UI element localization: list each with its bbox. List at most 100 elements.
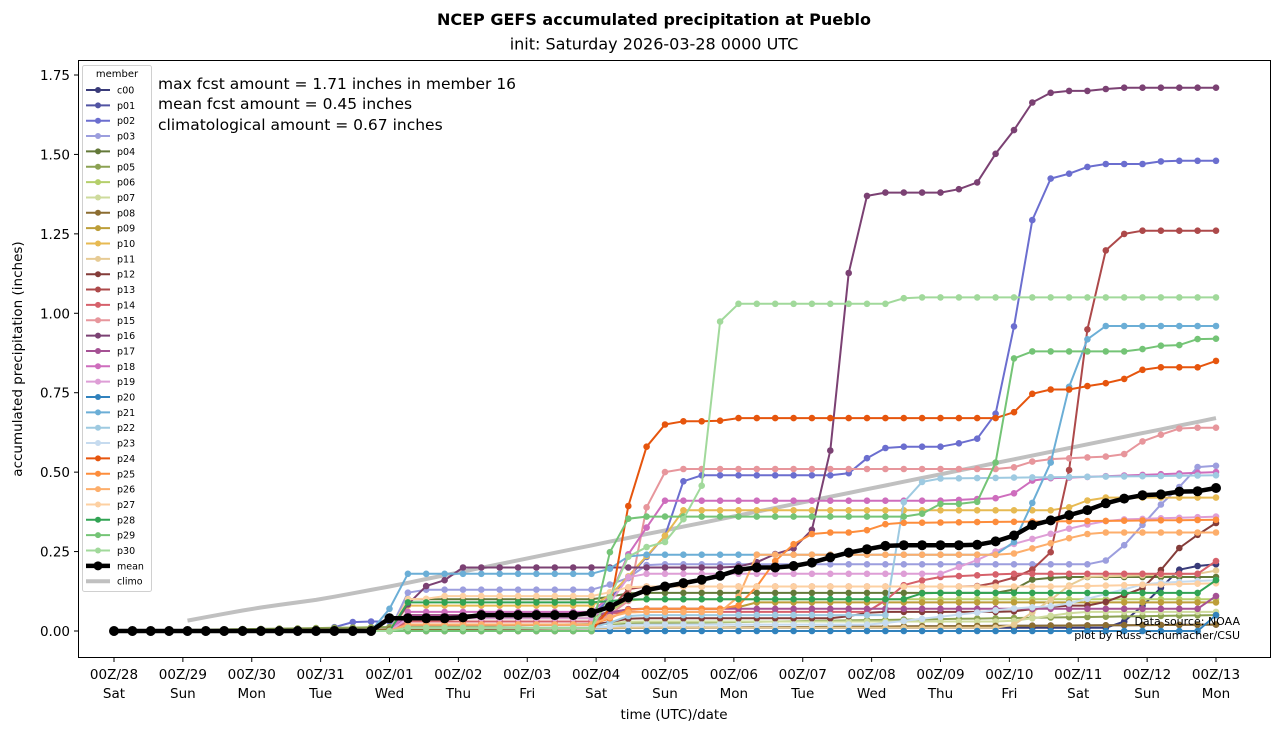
series-p24-point [661,421,669,428]
series-mean-point [917,540,928,551]
series-p30-point [478,624,485,632]
series-mean-point [1009,530,1019,541]
series-p19-point [643,570,650,578]
series-p14-point [1139,570,1146,578]
series-p08-point [1102,622,1110,629]
legend-swatch-marker [95,209,101,216]
legend-swatch-marker [95,225,101,232]
series-p13-point [1139,227,1146,234]
legend-label: p05 [117,162,135,173]
series-p30-point [1084,294,1091,301]
x-tick-day-label: Thu [927,686,953,702]
series-p19-point [845,570,852,578]
series-p18-point [753,497,761,505]
series-p16-point [533,564,540,571]
series-p24-point [1176,364,1183,371]
series-p29-point [1120,348,1128,355]
series-p24-point [845,414,852,422]
series-p13-point [1120,230,1128,238]
series-p26-point [790,551,797,558]
series-p29-point [698,513,705,520]
series-p10-point [1010,507,1018,514]
series-p04-point [900,589,908,597]
series-p24-point [1120,375,1128,383]
series-p29-point [1047,348,1054,355]
series-p15-point [1157,431,1165,439]
series-p25-point [790,540,797,548]
series-p21-point [735,551,742,558]
series-p16-point [973,179,981,186]
series-p04-point [753,589,761,597]
legend-item-p05: p05 [86,162,135,173]
series-p15-point [643,504,650,511]
series-p22-point [1194,472,1201,479]
series-p23-point [845,621,852,628]
series-mean-point [898,540,909,551]
series-p28-point [569,599,577,606]
series-p10-point [992,507,999,514]
series-p16-point [1194,84,1201,91]
series-mean-point [292,626,303,636]
legend-item-p17: p17 [86,346,135,357]
series-p29-point [735,513,742,520]
series-p21-point [643,551,650,558]
series-p16-point [680,564,687,571]
series-mean-point [255,626,266,636]
legend-label: p20 [117,393,135,404]
series-p24-point [863,414,871,422]
series-p18-point [790,497,797,505]
series-p26-point [1047,540,1054,547]
legend-label: p06 [117,178,135,189]
series-p20-point [1120,627,1128,635]
legend-label: p10 [117,239,135,250]
series-p10-point [1065,504,1073,511]
series-p22-point [827,611,834,619]
legend-item-p03: p03 [86,132,135,143]
series-p03-point [1010,561,1018,568]
series-p26-point [1065,534,1073,542]
series-p03-point [1212,462,1220,470]
series-p03-point [1047,561,1054,568]
series-p12-point [1102,598,1110,606]
series-p22-point [992,474,999,482]
legend-label: p19 [117,377,135,388]
series-p17-point [771,605,779,613]
series-p18-point [882,497,889,505]
series-p10-point [1194,494,1201,501]
series-p27-point [973,583,981,590]
y-tick-label: 0.25 [40,545,70,561]
series-p27-point [1194,580,1201,587]
series-p25-point [1194,516,1201,524]
series-p18-point [716,497,724,505]
series-p15-point [680,465,687,473]
legend-item-p27: p27 [86,500,135,511]
series-p26-point [808,551,816,558]
series-p02-point [1029,216,1036,224]
series-p02-point [863,454,871,462]
series-p23-point [882,619,889,627]
x-tick-label: 00Z/06 [710,667,758,683]
series-p30-point [404,624,412,632]
series-p29-point [882,513,889,520]
series-p10-point [973,507,981,514]
series-p29-point [606,548,614,556]
plot-frame [78,60,1271,658]
legend-label: p03 [117,132,135,143]
legend-label: p25 [117,469,135,480]
series-p29-point [1084,348,1091,355]
x-tick-day-label: Sat [1067,686,1089,702]
series-p15-point [1194,424,1201,432]
series-p20-point [1194,627,1201,635]
series-p27-point [533,592,540,600]
series-p20-point [1157,627,1165,635]
legend-label: c00 [117,86,134,97]
series-p17-point [827,605,834,613]
series-p25-point [973,518,981,526]
series-p10-point [937,507,944,514]
series-p29-point [625,515,632,522]
series-p15-point [753,465,761,473]
legend-swatch-marker [95,501,101,508]
series-p04-point [771,589,779,597]
series-p22-point [1084,473,1091,481]
series-p24-point [1029,390,1036,398]
